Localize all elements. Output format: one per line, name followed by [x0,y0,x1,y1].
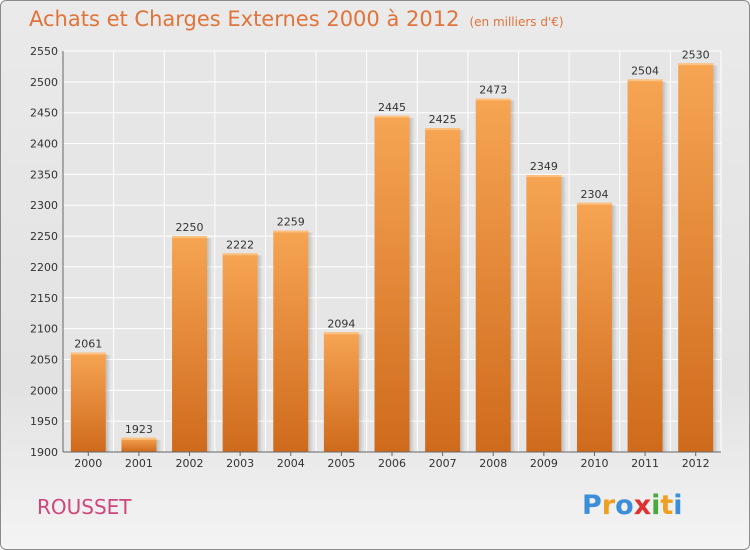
bar-shadow [662,81,668,452]
bar-2011 [627,79,663,452]
y-tick-label: 2300 [30,199,58,212]
y-tick-label: 2350 [30,168,58,181]
bar-shadow [257,255,263,452]
bar-2007 [425,128,461,452]
x-tick-label: 2011 [631,457,659,470]
y-tick-label: 2450 [30,107,58,120]
data-label: 2425 [429,113,457,126]
bar-shadow [105,354,111,452]
y-tick-label: 2550 [30,45,58,58]
commune-name: ROUSSET [37,495,132,519]
bar-shadow [460,130,466,452]
bar-highlight [374,115,410,118]
x-tick-label: 2003 [226,457,254,470]
x-tick-label: 2002 [176,457,204,470]
data-label: 2304 [580,188,608,201]
logo-letter: i [673,490,683,521]
y-tick-label: 2500 [30,76,58,89]
bar-shadow [156,439,162,452]
x-tick-label: 2012 [682,457,710,470]
data-label: 2259 [277,216,305,229]
bar-shadow [713,65,719,452]
data-label: 1923 [125,423,153,436]
chart-title-text: Achats et Charges Externes 2000 à 2012 [29,7,460,31]
data-label: 2349 [530,160,558,173]
bar-2008 [475,98,511,452]
bar-shadow [561,177,567,453]
bar-highlight [425,128,461,131]
bar-shadow [358,334,364,452]
logo-letter: x [633,490,652,521]
bar-2004 [273,230,309,452]
bars-layer [70,63,719,453]
bar-highlight [526,175,562,178]
bar-2010 [576,202,612,452]
y-tick-label: 2250 [30,230,58,243]
data-label: 2250 [176,221,204,234]
logo-letter: i [651,490,661,521]
logo-letter: t [660,490,674,521]
bar-2012 [678,63,714,452]
y-tick-label: 2200 [30,261,58,274]
data-label: 2445 [378,101,406,114]
y-tick-label: 2100 [30,323,58,336]
logo-letter: o [615,490,634,521]
bar-2002 [172,236,208,452]
bar-highlight [121,437,157,440]
bar-2009 [526,175,562,453]
x-tick-label: 2007 [429,457,457,470]
bar-highlight [576,202,612,205]
x-tick-label: 2009 [530,457,558,470]
logo-letter: P [582,490,602,521]
data-label: 2530 [682,48,710,61]
bar-2003 [222,253,258,452]
proxiti-logo: Proxiti [582,490,683,521]
bar-highlight [678,63,714,66]
y-tick-label: 2150 [30,292,58,305]
bar-highlight [273,230,309,233]
bar-2006 [374,115,410,453]
bar-shadow [409,117,415,453]
y-tick-label: 1900 [30,446,58,459]
y-tick-label: 2050 [30,353,58,366]
bar-highlight [627,79,663,82]
x-tick-label: 2006 [378,457,406,470]
bar-2005 [323,332,359,452]
data-label: 2061 [74,338,102,351]
logo-letter: r [601,490,616,521]
x-tick-label: 2008 [479,457,507,470]
data-label: 2504 [631,64,659,77]
bar-highlight [323,332,359,335]
bar-2000 [70,352,106,452]
y-tick-label: 2000 [30,384,58,397]
bar-highlight [475,98,511,101]
axis-layer: 1900 1950 2000 2050 2100 2150 2200 2250 2300 2350… [30,45,721,470]
x-tick-label: 2005 [327,457,355,470]
bar-shadow [207,238,213,452]
bar-2001 [121,437,157,452]
x-tick-label: 2001 [125,457,153,470]
bar-highlight [222,253,258,256]
chart-title: Achats et Charges Externes 2000 à 2012 (e… [29,7,564,31]
bar-shadow [308,232,314,452]
x-tick-label: 2000 [74,457,102,470]
bar-shadow [510,100,516,452]
data-label: 2094 [327,317,355,330]
y-tick-label: 1950 [30,415,58,428]
data-label: 2473 [479,84,507,97]
chart-unit: (en milliers d'€) [469,15,564,29]
y-tick-label: 2400 [30,138,58,151]
bar-highlight [172,236,208,239]
x-tick-label: 2004 [277,457,305,470]
bar-highlight [70,352,106,355]
bar-shadow [611,204,617,452]
data-label: 2222 [226,238,254,251]
x-tick-label: 2010 [580,457,608,470]
